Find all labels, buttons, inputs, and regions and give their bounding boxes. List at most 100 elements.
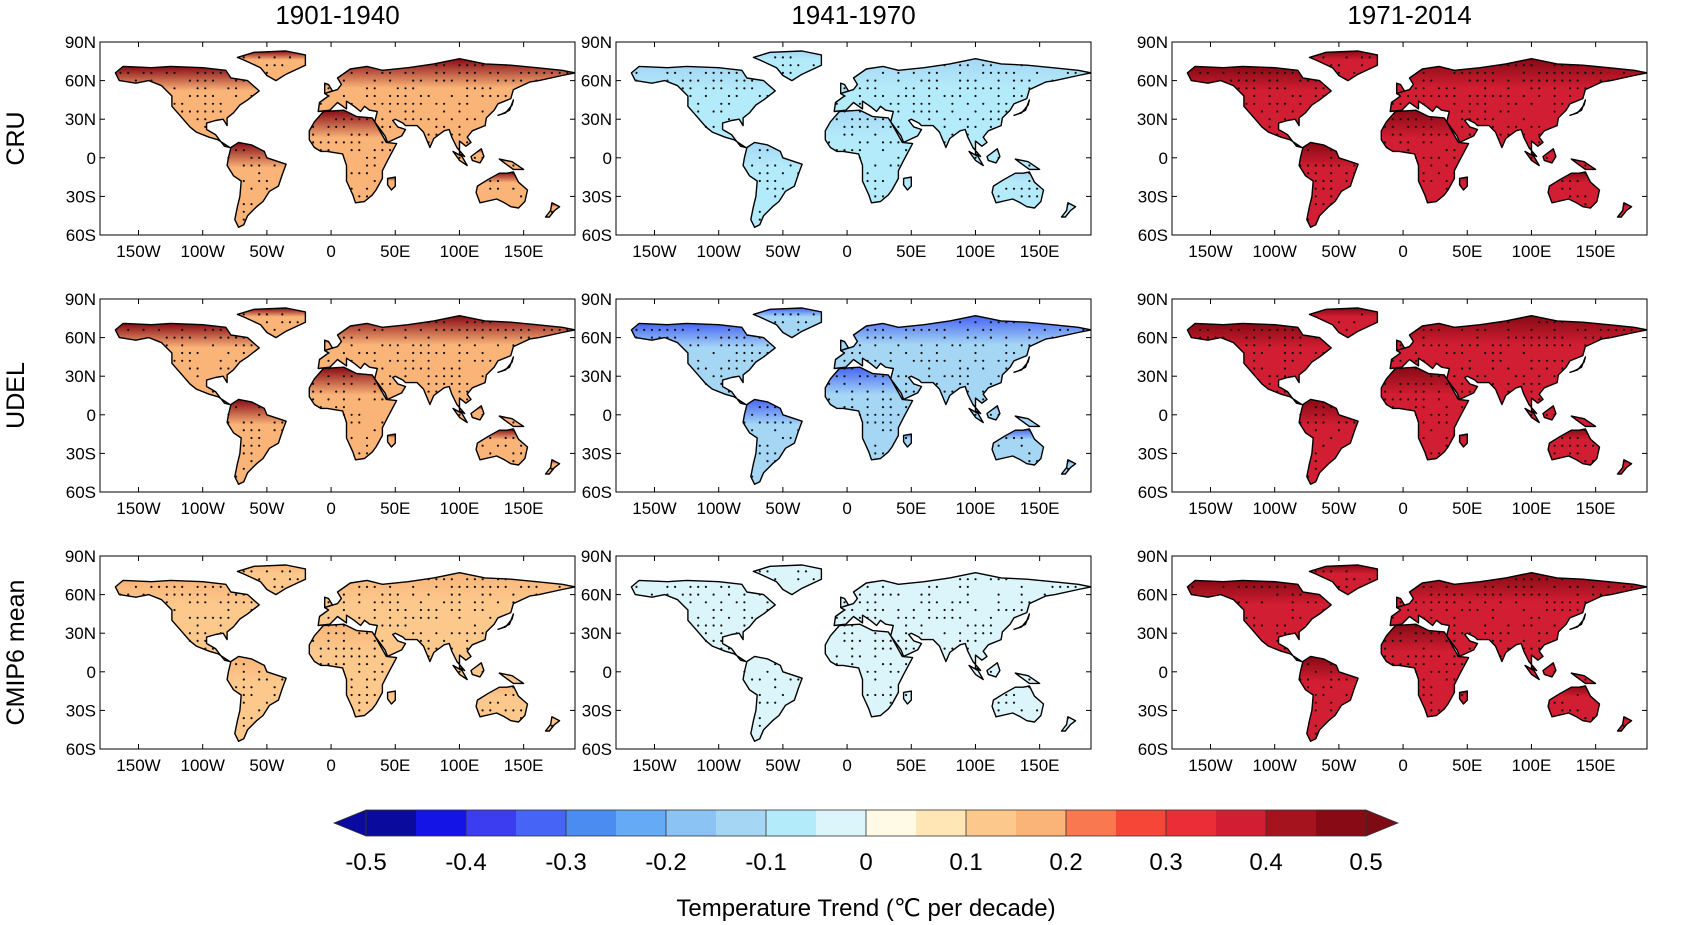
lon-tick-label: 50E [380, 242, 410, 261]
lat-tick-label: 30N [65, 367, 96, 386]
lon-tick-label: 150W [1188, 242, 1232, 261]
lon-tick-label: 150E [1576, 242, 1616, 261]
land-new-guinea [498, 415, 525, 428]
map-panel: 90N 60N 30N 0 30S 60S 150W 100W 50W 0 50E 100E 150E [65, 547, 576, 775]
land-new-zealand [1060, 459, 1077, 475]
land-borneo [1542, 405, 1557, 421]
land-japan [1013, 99, 1031, 117]
lon-tick-label: 50E [896, 499, 926, 518]
lat-tick-label: 90N [581, 290, 612, 309]
lon-tick-label: 150W [632, 242, 676, 261]
land-madagascar [386, 690, 396, 705]
lon-tick-label: 150E [1020, 499, 1060, 518]
map-frame [615, 41, 1092, 236]
lat-tick-label: 30S [66, 444, 96, 463]
lat-tick-label: 60S [66, 483, 96, 502]
colorbar-swatch [966, 810, 1017, 836]
lat-tick-label: 60N [1137, 329, 1168, 348]
lon-tick-label: 50E [1452, 499, 1482, 518]
row-labels: CRU UDEL CMIP6 mean [2, 111, 30, 725]
lon-tick-label: 0 [842, 756, 851, 775]
land-new-guinea [498, 672, 525, 685]
map-frame [615, 555, 1092, 750]
colorbar-swatch [1316, 810, 1367, 836]
colorbar-tick-label: -0.3 [545, 849, 586, 876]
significance-stippling [635, 56, 1077, 221]
land-uk [1395, 82, 1406, 95]
lat-tick-label: 60S [1138, 483, 1168, 502]
colorbar-swatch [916, 810, 967, 836]
colorbar-swatch [816, 810, 867, 836]
land-new-zealand [1616, 202, 1633, 218]
land-africa [824, 623, 914, 718]
land-greenland [1308, 307, 1379, 339]
colorbar-tick-label: -0.1 [745, 849, 786, 876]
land-africa [1380, 366, 1470, 461]
lon-tick-label: 150W [632, 756, 676, 775]
lat-tick-label: 30N [65, 110, 96, 129]
lon-tick-label: 100W [1252, 499, 1296, 518]
lat-tick-label: 60N [65, 72, 96, 91]
lat-tick-label: 90N [1137, 547, 1168, 566]
land-madagascar [1458, 176, 1469, 191]
lon-tick-label: 0 [1398, 756, 1407, 775]
colorbar-tick-label: -0.5 [345, 849, 386, 876]
land-north-america [114, 65, 260, 149]
colorbar-tick-label: -0.2 [645, 849, 686, 876]
land-greenland [752, 50, 823, 82]
map-frame [99, 41, 576, 236]
land-north-america [1186, 579, 1332, 663]
lon-tick-label: 100W [696, 756, 740, 775]
colorbar-swatch [416, 810, 467, 836]
lat-tick-label: 90N [65, 547, 96, 566]
row-label: CMIP6 mean [2, 580, 30, 726]
map-frame [99, 298, 576, 493]
lat-tick-label: 30S [1138, 187, 1168, 206]
lon-tick-label: 150E [504, 499, 544, 518]
land-borneo [986, 405, 1001, 421]
land-south-america [1298, 655, 1359, 742]
significance-stippling [635, 570, 1077, 727]
land-south-america [742, 398, 803, 485]
lat-tick-label: 0 [87, 406, 96, 425]
lon-tick-label: 100E [956, 756, 996, 775]
land-greenland [752, 307, 823, 339]
significance-stippling [119, 56, 569, 221]
lon-tick-label: 50E [896, 756, 926, 775]
lon-tick-label: 50E [380, 499, 410, 518]
map-panel: 90N 60N 30N 0 30S 60S 150W 100W 50W 0 50E 100E 150E [1137, 33, 1648, 261]
colorbar-tick-label: 0 [859, 849, 872, 876]
significance-stippling [127, 313, 569, 478]
land-australia [1547, 171, 1601, 209]
colorbar-swatch [516, 810, 567, 836]
land-new-zealand [544, 459, 561, 475]
column-titles: 1901-1940 1941-1970 1971-2014 [275, 0, 1471, 30]
colorbar-tick-label: 0.2 [1049, 849, 1082, 876]
lat-tick-label: 30N [1137, 110, 1168, 129]
lat-tick-label: 60N [65, 329, 96, 348]
land-greenland [236, 50, 307, 82]
colorbar-over-arrow [1365, 809, 1400, 837]
lat-tick-label: 90N [65, 290, 96, 309]
lat-tick-label: 60N [1137, 72, 1168, 91]
land-new-zealand [1616, 716, 1633, 732]
map-frame [1171, 298, 1648, 493]
land-south-america [742, 141, 803, 229]
land-north-america [630, 322, 776, 406]
lat-tick-label: 60N [1137, 586, 1168, 605]
lat-tick-label: 90N [581, 33, 612, 52]
lon-tick-label: 150W [116, 756, 160, 775]
land-japan [497, 356, 515, 373]
colorbar-swatch [1116, 810, 1167, 836]
map-panel: 90N 60N 30N 0 30S 60S 150W 100W 50W 0 50E 100E 150E [1137, 290, 1648, 518]
lat-tick-label: 30S [1138, 701, 1168, 720]
colorbar-swatch [866, 810, 917, 836]
lon-tick-label: 100E [440, 242, 480, 261]
significance-stippling [635, 313, 1085, 478]
land-japan [1569, 99, 1587, 117]
lon-tick-label: 50E [380, 756, 410, 775]
lon-tick-label: 50E [1452, 242, 1482, 261]
lat-tick-label: 30N [1137, 367, 1168, 386]
lon-tick-label: 100W [180, 756, 224, 775]
colorbar-swatch [1016, 810, 1067, 836]
